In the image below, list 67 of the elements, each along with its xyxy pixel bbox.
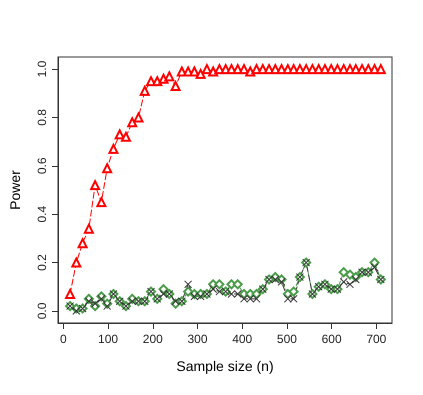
point	[290, 294, 298, 303]
x-tick-label: 100	[98, 332, 118, 346]
point	[184, 280, 192, 288]
point	[232, 279, 243, 290]
point	[340, 278, 348, 286]
point	[208, 66, 218, 77]
x-tick-label: 0	[60, 332, 68, 346]
point	[376, 64, 386, 74]
y-tick-label: 0.4	[35, 206, 49, 223]
point	[344, 270, 355, 280]
point	[352, 275, 360, 284]
point	[170, 81, 181, 92]
point	[190, 292, 198, 300]
point	[278, 278, 286, 286]
point	[140, 86, 150, 96]
point	[288, 286, 299, 297]
point	[65, 288, 76, 299]
point	[133, 112, 144, 122]
point	[239, 64, 250, 74]
x-tick-label: 500	[276, 332, 298, 346]
point	[102, 163, 112, 174]
point	[84, 297, 93, 306]
point	[120, 132, 131, 142]
point	[240, 294, 248, 303]
x-tick-label: 600	[322, 332, 342, 346]
point	[114, 129, 125, 140]
point	[209, 285, 218, 294]
point	[189, 66, 200, 77]
point	[234, 290, 242, 298]
point	[128, 297, 136, 306]
point	[164, 71, 174, 82]
point	[172, 297, 180, 306]
point	[90, 180, 100, 190]
point	[72, 306, 80, 315]
point	[284, 294, 292, 303]
point	[91, 300, 100, 308]
x-tick-label: 400	[232, 332, 253, 346]
y-tick-label: 0.6	[35, 157, 49, 174]
point	[252, 294, 261, 303]
point	[97, 294, 106, 303]
point	[271, 275, 280, 284]
point	[346, 280, 354, 288]
point	[96, 197, 106, 208]
point	[160, 290, 168, 298]
point	[215, 288, 224, 296]
x-tick-label: 700	[366, 332, 387, 346]
y-tick-label: 1.0	[35, 60, 49, 78]
point	[370, 263, 379, 272]
y-tick-label: 0.0	[35, 302, 49, 320]
x-tick-label: 300	[187, 332, 208, 346]
y-tick-label: 0.8	[35, 108, 49, 126]
point	[103, 302, 112, 310]
point	[71, 258, 82, 268]
point	[196, 68, 206, 79]
point	[78, 238, 88, 248]
x-axis-title: Sample size (n)	[176, 358, 274, 374]
point	[246, 294, 254, 303]
y-axis-title: Power	[7, 170, 23, 210]
point	[127, 117, 138, 128]
point	[84, 224, 94, 234]
y-tick-label: 0.2	[35, 254, 49, 271]
x-tick-label: 200	[142, 332, 164, 346]
point	[227, 290, 236, 298]
point	[202, 64, 212, 74]
point	[108, 144, 118, 154]
point	[214, 279, 224, 290]
point	[196, 292, 205, 300]
